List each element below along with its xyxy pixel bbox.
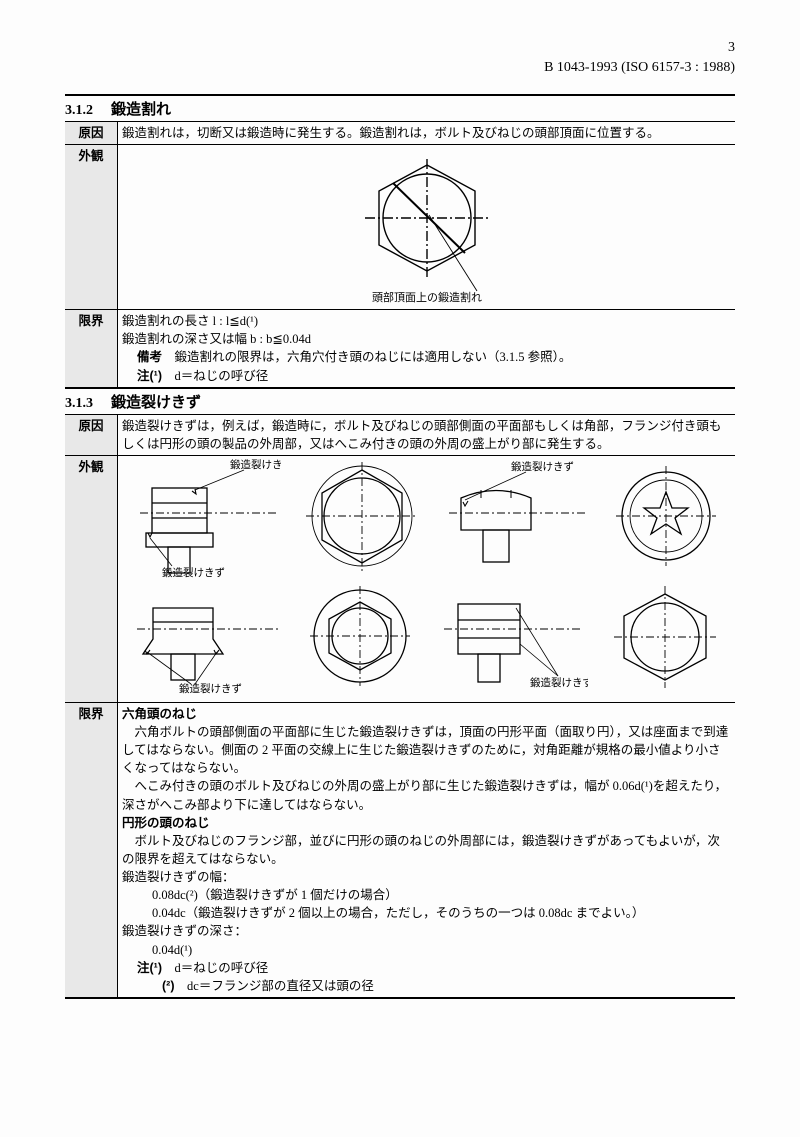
cause-label: 原因	[65, 122, 118, 144]
depth-line-1: 0.04d(¹)	[122, 941, 731, 959]
section-313-heading: 3.1.3 鍛造裂けきず	[65, 389, 735, 414]
width-heading: 鍛造裂けきずの幅：	[122, 868, 731, 886]
svg-text:鍛造裂けきず: 鍛造裂けきず	[179, 682, 242, 694]
section-312-heading: 3.1.2 鍛造割れ	[65, 96, 735, 121]
hex-top-diagram	[302, 458, 422, 578]
page-number: 3	[65, 40, 735, 56]
appearance-label: 外観	[65, 456, 118, 702]
round-paragraph-1: ボルト及びねじのフランジ部，並びに円形の頭のねじの外周部には，鍛造裂けきずがあっ…	[122, 832, 731, 868]
pan-head-side-diagram: 鍛造裂けきず	[441, 458, 591, 578]
section-number: 3.1.2	[65, 103, 107, 119]
section-number: 3.1.3	[65, 396, 107, 412]
hex-top-plain-diagram	[610, 584, 720, 694]
hex-paragraph-2: へこみ付きの頭のボルト及びねじの外周の盛上がり部に生じた鍛造裂けきずは，幅が 0…	[122, 777, 731, 813]
flange-top-diagram	[305, 584, 415, 694]
standard-reference: B 1043-1993 (ISO 6157-3 : 1988)	[65, 60, 735, 76]
limit-line-2: 鍛造割れの深さ又は幅 b : b≦0.04d	[122, 330, 731, 348]
depth-heading: 鍛造裂けきずの深さ：	[122, 922, 731, 940]
width-line-1: 0.08dc(²)（鍛造裂けきずが 1 個だけの場合）	[122, 886, 731, 904]
width-line-2: 0.04dc（鍛造裂けきずが 2 個以上の場合，ただし，そのうちの一つは 0.0…	[122, 904, 731, 922]
document-page: 3 B 1043-1993 (ISO 6157-3 : 1988) 3.1.2 …	[0, 0, 800, 1137]
cause-text: 鍛造裂けきずは，例えば，鍛造時に，ボルト及びねじの頭部側面の平面部もしくは角部，…	[118, 415, 736, 455]
section-title: 鍛造割れ	[111, 101, 171, 118]
hex-paragraph-1: 六角ボルトの頭部側面の平面部に生じた鍛造裂けきずは，頂面の円形平面（面取り円），…	[122, 723, 731, 777]
hex-top-crack-diagram: 頭部頂面上の鍛造割れ	[267, 153, 587, 303]
svg-text:鍛造裂けきず: 鍛造裂けきず	[530, 676, 588, 689]
cause-text: 鍛造割れは，切断又は鍛造時に発生する。鍛造割れは，ボルト及びねじの頭部頂面に位置…	[118, 122, 736, 144]
limit-label: 限界	[65, 703, 118, 997]
round-heading: 円形の頭のねじ	[122, 814, 731, 832]
note2-text: dc＝フランジ部の直径又は頭の径	[187, 979, 374, 993]
cause-label: 原因	[65, 415, 118, 455]
svg-text:鍛造裂けきず: 鍛造裂けきず	[162, 566, 225, 578]
hex-side-plain-diagram: 鍛造裂けきず	[438, 584, 588, 694]
note2-label: (²)	[162, 979, 175, 993]
phillips-top-diagram	[611, 458, 721, 578]
note-label: 注(¹)	[137, 369, 162, 383]
note-text: d＝ねじの呼び径	[175, 369, 269, 383]
hex-flange-side-diagram: 鍛造裂けきず 鍛造裂けきず	[132, 458, 282, 578]
diagram-row-1: 鍛造裂けきず 鍛造裂けきず	[122, 458, 731, 578]
section-312-table: 原因 鍛造割れは，切断又は鍛造時に発生する。鍛造割れは，ボルト及びねじの頭部頂面…	[65, 122, 735, 387]
diagram-312: 頭部頂面上の鍛造割れ	[122, 147, 731, 307]
section-title: 鍛造裂けきず	[111, 394, 201, 411]
note1-text: d＝ねじの呼び径	[175, 961, 269, 975]
remark-label: 備考	[137, 350, 162, 364]
diagram-row-2: 鍛造裂けきず	[122, 584, 731, 694]
section-313-table: 原因 鍛造裂けきずは，例えば，鍛造時に，ボルト及びねじの頭部側面の平面部もしくは…	[65, 415, 735, 997]
remark-text: 鍛造割れの限界は，六角穴付き頭のねじには適用しない（3.1.5 参照）。	[175, 350, 572, 364]
svg-text:鍛造裂けきず: 鍛造裂けきず	[230, 458, 282, 471]
appearance-label: 外観	[65, 145, 118, 309]
flange-hex-side-2-diagram: 鍛造裂けきず	[133, 584, 283, 694]
limit-line-1: 鍛造割れの長さ l : l≦d(¹)	[122, 312, 731, 330]
diagram-caption: 頭部頂面上の鍛造割れ	[372, 290, 482, 303]
svg-text:鍛造裂けきず: 鍛造裂けきず	[511, 460, 574, 473]
note1-label: 注(¹)	[137, 961, 162, 975]
limit-label: 限界	[65, 310, 118, 387]
hex-heading: 六角頭のねじ	[122, 705, 731, 723]
